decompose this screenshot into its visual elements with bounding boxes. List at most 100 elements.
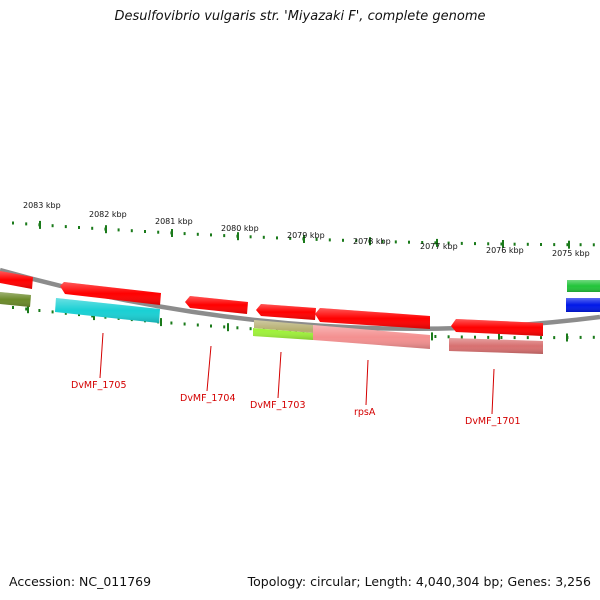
- minor-tick: [500, 242, 503, 246]
- minor-tick: [249, 235, 252, 239]
- gene-label-dvmf-1703[interactable]: DvMF_1703: [250, 400, 306, 411]
- tick-label: 2078 kbp: [353, 237, 391, 246]
- minor-tick: [12, 221, 14, 225]
- reverse-features: [0, 292, 600, 354]
- minor-tick: [342, 238, 344, 242]
- tick-label: 2080 kbp: [221, 224, 259, 233]
- minor-tick: [196, 232, 199, 236]
- minor-tick: [394, 240, 397, 244]
- minor-tick: [91, 226, 94, 230]
- tick-labels: 2083 kbp 2082 kbp 2081 kbp 2080 kbp 2079…: [23, 201, 590, 258]
- minor-tick: [355, 239, 358, 243]
- minor-tick: [540, 336, 542, 340]
- minor-tick: [487, 242, 490, 246]
- major-tick: [227, 323, 229, 332]
- minor-tick: [526, 336, 529, 340]
- tick-label: 2076 kbp: [486, 246, 524, 255]
- minor-tick: [566, 243, 569, 247]
- gene-label-dvmf-1701[interactable]: DvMF_1701: [465, 416, 521, 427]
- minor-tick: [381, 240, 384, 243]
- minor-tick: [223, 234, 226, 238]
- minor-tick: [447, 335, 450, 339]
- minor-tick: [592, 335, 595, 339]
- minor-tick: [579, 243, 582, 247]
- minor-tick: [223, 325, 226, 329]
- forward-features: [0, 271, 600, 336]
- major-tick: [105, 225, 107, 234]
- minor-tick: [38, 309, 41, 312]
- tick-label: 2083 kbp: [23, 201, 61, 210]
- minor-tick: [170, 321, 173, 325]
- minor-tick: [51, 224, 54, 228]
- minor-tick: [434, 241, 437, 245]
- minor-tick: [64, 225, 67, 229]
- minor-tick: [315, 237, 318, 241]
- minor-tick: [460, 335, 463, 339]
- genome-backbone: [0, 267, 600, 331]
- minor-tick: [500, 336, 503, 339]
- minor-tick: [236, 326, 239, 330]
- minor-tick: [540, 243, 542, 246]
- minor-tick: [130, 229, 133, 233]
- minor-tick: [487, 335, 490, 339]
- outer-tick-ring: [12, 220, 595, 249]
- accession-text: Accession: NC_011769: [9, 574, 152, 589]
- minor-tick: [447, 241, 450, 245]
- minor-tick: [526, 242, 529, 246]
- major-tick: [436, 238, 438, 247]
- minor-tick: [196, 323, 199, 327]
- minor-tick: [25, 307, 28, 311]
- gene-label-dvmf-1705[interactable]: DvMF_1705: [71, 380, 127, 391]
- minor-tick: [513, 242, 516, 246]
- minor-tick: [579, 335, 582, 339]
- minor-tick: [12, 306, 14, 309]
- gene-labels: DvMF_1705 DvMF_1704 DvMF_1703 rpsA DvMF_…: [71, 380, 521, 427]
- minor-tick: [64, 311, 67, 315]
- topology-text: Topology: circular; Length: 4,040,304 bp…: [247, 574, 591, 589]
- minor-tick: [434, 335, 437, 338]
- minor-tick: [249, 327, 252, 331]
- major-tick: [237, 232, 239, 241]
- minor-tick: [276, 236, 278, 240]
- tick-label: 2077 kbp: [420, 242, 458, 251]
- minor-tick: [421, 241, 424, 244]
- map-title: Desulfovibrio vulgaris str. 'Miyazaki F'…: [114, 9, 486, 24]
- minor-tick: [144, 230, 146, 233]
- tick-label: 2079 kbp: [287, 231, 325, 240]
- minor-tick: [78, 313, 80, 317]
- minor-tick: [328, 238, 331, 242]
- minor-tick: [183, 232, 186, 236]
- major-tick: [27, 305, 29, 314]
- gene-label-rpsa[interactable]: rpsA: [354, 407, 376, 418]
- minor-tick: [289, 236, 292, 240]
- major-tick: [498, 333, 500, 342]
- major-tick: [568, 240, 570, 249]
- tick-label: 2081 kbp: [155, 217, 193, 226]
- minor-tick: [592, 243, 595, 247]
- tick-label: 2075 kbp: [552, 249, 590, 258]
- major-tick: [39, 220, 41, 229]
- minor-tick: [408, 240, 410, 244]
- major-tick: [566, 333, 568, 342]
- minor-tick: [553, 336, 556, 340]
- minor-tick: [513, 336, 516, 340]
- minor-tick: [210, 233, 212, 237]
- minor-tick: [553, 243, 556, 247]
- minor-tick: [157, 230, 160, 234]
- label-leaders: [99, 332, 495, 415]
- minor-tick: [210, 324, 212, 328]
- minor-tick: [117, 228, 120, 232]
- minor-tick: [474, 242, 476, 246]
- major-tick: [303, 235, 305, 243]
- major-tick: [431, 332, 433, 341]
- gene-label-dvmf-1704[interactable]: DvMF_1704: [180, 393, 236, 404]
- minor-tick: [78, 226, 80, 229]
- minor-tick: [25, 222, 28, 226]
- minor-tick: [51, 310, 54, 314]
- major-tick: [160, 318, 162, 327]
- minor-tick: [460, 241, 463, 245]
- tick-label: 2082 kbp: [89, 210, 127, 219]
- minor-tick: [474, 335, 476, 339]
- major-tick: [171, 229, 173, 237]
